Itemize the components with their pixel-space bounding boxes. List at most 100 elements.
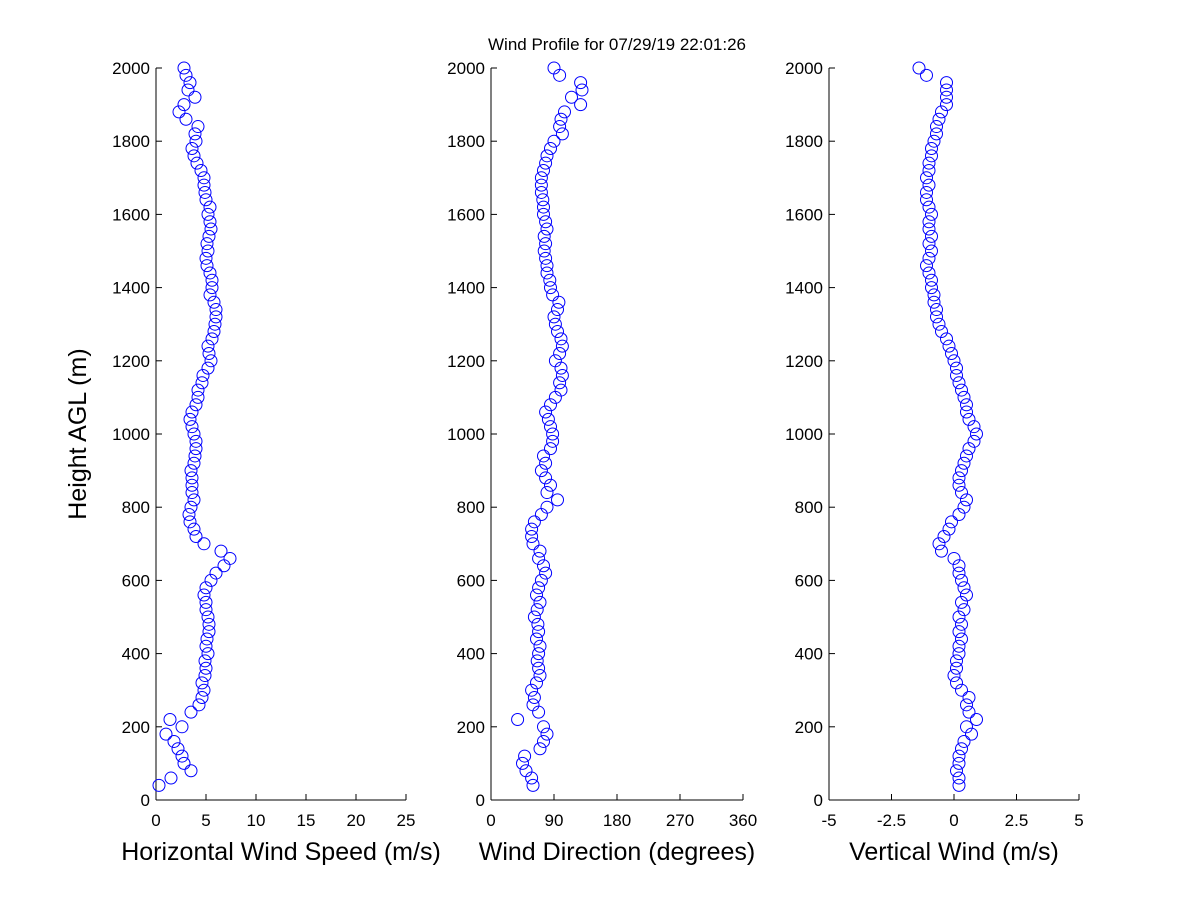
chart-title: Wind Profile for 07/29/19 22:01:26: [488, 35, 746, 54]
data-point: [537, 207, 550, 221]
y-tick-label: 2000: [112, 59, 150, 78]
data-point: [199, 595, 213, 609]
x-tick-label: 5: [201, 811, 210, 830]
data-point: [920, 171, 933, 185]
y-tick-label: 200: [795, 718, 823, 737]
data-point: [533, 669, 547, 683]
data-point: [967, 434, 981, 448]
data-point: [527, 691, 541, 705]
data-point: [543, 273, 557, 287]
data-point: [527, 610, 541, 624]
data-point: [533, 639, 547, 653]
data-point: [952, 471, 966, 485]
data-point: [204, 222, 218, 236]
data-point: [540, 500, 554, 514]
data-point: [536, 193, 550, 207]
data-point: [214, 544, 228, 558]
data-point: [947, 354, 961, 368]
y-tick-label: 800: [122, 498, 150, 517]
data-point: [175, 720, 189, 734]
data-point: [930, 120, 943, 134]
data-point: [945, 515, 958, 529]
data-point: [950, 654, 963, 668]
y-tick-label: 1400: [447, 279, 485, 298]
data-point: [188, 127, 202, 141]
data-point: [922, 266, 936, 280]
data-point: [960, 398, 973, 412]
data-point: [553, 376, 567, 390]
data-point: [967, 420, 981, 434]
data-point: [533, 742, 547, 756]
y-tick-label: 1000: [112, 425, 150, 444]
data-point: [203, 288, 217, 302]
data-point: [530, 654, 544, 668]
data-point: [962, 691, 976, 705]
y-tick-label: 1800: [447, 132, 485, 151]
data-point: [537, 734, 550, 748]
data-point: [197, 171, 211, 185]
data-point: [171, 742, 185, 756]
data-point: [922, 156, 936, 170]
data-point: [539, 251, 553, 265]
data-point: [548, 317, 562, 331]
data-point: [922, 237, 936, 251]
data-point: [952, 778, 966, 792]
data-point: [179, 112, 193, 126]
data-point: [534, 185, 548, 199]
y-tick-label: 1800: [112, 132, 150, 151]
data-point: [525, 522, 539, 536]
data-point: [940, 98, 953, 112]
data-point: [539, 215, 553, 229]
data-point: [199, 193, 213, 207]
data-point: [937, 529, 951, 543]
data-point: [551, 303, 564, 317]
data-point: [935, 544, 948, 558]
data-point: [952, 566, 966, 580]
data-point: [531, 617, 545, 631]
x-tick-label: 15: [297, 811, 316, 830]
data-point: [532, 581, 546, 595]
data-point: [539, 405, 553, 419]
data-point: [922, 163, 936, 177]
y-tick-label: 1600: [447, 205, 485, 224]
data-point: [181, 83, 195, 97]
data-point: [947, 669, 961, 683]
data-point: [533, 595, 547, 609]
data-point: [191, 120, 205, 134]
data-point: [183, 412, 197, 426]
x-tick-label: 0: [151, 811, 160, 830]
data-point: [539, 237, 553, 251]
y-tick-label: 2000: [785, 59, 823, 78]
data-point: [205, 281, 219, 295]
data-point: [525, 683, 539, 697]
data-point: [189, 434, 203, 448]
data-point: [957, 390, 971, 404]
data-point: [183, 76, 197, 90]
data-point: [551, 493, 564, 507]
data-point: [195, 676, 209, 690]
data-point: [204, 573, 218, 587]
data-point: [208, 317, 222, 331]
data-point: [534, 171, 548, 185]
y-tick-label: 1200: [785, 352, 823, 371]
data-point: [187, 149, 201, 163]
y-tick-label: 800: [795, 498, 823, 517]
data-point: [955, 464, 968, 478]
x-tick-label: 90: [545, 811, 564, 830]
data-point: [184, 464, 198, 478]
data-point: [539, 566, 553, 580]
data-point: [546, 427, 560, 441]
y-tick-label: 400: [457, 645, 485, 664]
data-point: [200, 237, 214, 251]
data-point: [534, 178, 548, 192]
data-point: [202, 346, 216, 360]
data-point: [955, 486, 968, 500]
data-point: [912, 61, 926, 75]
y-tick-label: 0: [141, 791, 150, 810]
y-tick-label: 600: [122, 571, 150, 590]
data-point: [952, 639, 966, 653]
data-point: [930, 303, 943, 317]
y-tick-label: 200: [457, 718, 485, 737]
data-point: [540, 222, 554, 236]
